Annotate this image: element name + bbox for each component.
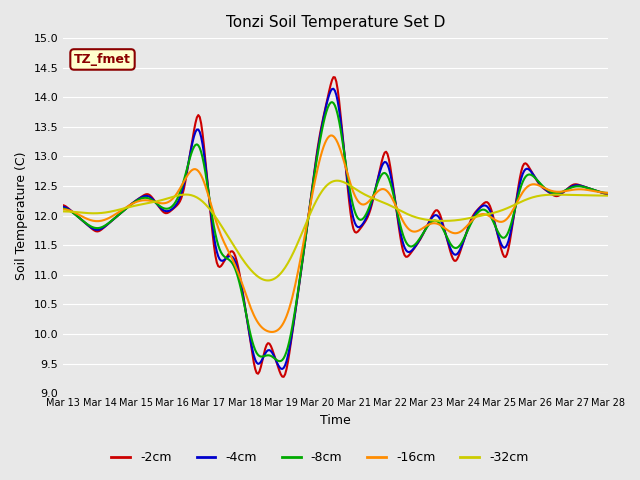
-8cm <box>78 217 86 223</box>
-2cm <box>342 170 350 176</box>
-2cm <box>95 228 102 234</box>
X-axis label: Time: Time <box>320 414 351 427</box>
-32cm <box>334 178 342 183</box>
-32cm <box>342 180 350 186</box>
-8cm <box>328 99 336 105</box>
-4cm <box>532 175 540 181</box>
Text: TZ_fmet: TZ_fmet <box>74 53 131 66</box>
-4cm <box>330 86 337 92</box>
-16cm <box>78 213 86 219</box>
-16cm <box>95 218 102 224</box>
-2cm <box>604 192 612 197</box>
-32cm <box>604 193 612 199</box>
-2cm <box>603 192 611 197</box>
-16cm <box>60 206 67 212</box>
-8cm <box>604 190 612 196</box>
-2cm <box>280 374 287 380</box>
-8cm <box>603 190 611 196</box>
-32cm <box>532 194 540 200</box>
Line: -32cm: -32cm <box>63 180 608 280</box>
Legend: -2cm, -4cm, -8cm, -16cm, -32cm: -2cm, -4cm, -8cm, -16cm, -32cm <box>106 446 534 469</box>
-32cm <box>451 217 458 223</box>
-16cm <box>268 329 276 335</box>
-4cm <box>60 204 67 210</box>
-8cm <box>95 225 102 231</box>
-4cm <box>95 227 102 233</box>
-8cm <box>342 164 350 170</box>
-2cm <box>78 217 86 223</box>
-8cm <box>276 358 284 364</box>
-2cm <box>451 258 458 264</box>
Title: Tonzi Soil Temperature Set D: Tonzi Soil Temperature Set D <box>226 15 445 30</box>
Line: -4cm: -4cm <box>63 89 608 369</box>
-16cm <box>603 190 611 196</box>
-4cm <box>604 191 612 197</box>
-32cm <box>264 277 272 283</box>
-8cm <box>451 245 458 251</box>
-32cm <box>78 210 86 216</box>
-2cm <box>330 74 337 80</box>
-2cm <box>532 175 540 181</box>
-4cm <box>603 191 611 196</box>
-2cm <box>60 203 67 208</box>
-4cm <box>342 168 350 173</box>
Line: -16cm: -16cm <box>63 135 608 332</box>
Line: -8cm: -8cm <box>63 102 608 361</box>
-8cm <box>60 205 67 211</box>
-8cm <box>532 175 540 181</box>
Line: -2cm: -2cm <box>63 77 608 377</box>
-32cm <box>95 210 102 216</box>
-16cm <box>604 190 612 196</box>
-16cm <box>328 132 336 138</box>
-4cm <box>451 252 458 257</box>
-32cm <box>603 193 611 199</box>
-16cm <box>451 230 458 236</box>
-4cm <box>278 366 286 372</box>
Y-axis label: Soil Temperature (C): Soil Temperature (C) <box>15 151 28 280</box>
-16cm <box>532 181 540 187</box>
-16cm <box>342 167 350 172</box>
-32cm <box>60 208 67 214</box>
-4cm <box>78 217 86 223</box>
